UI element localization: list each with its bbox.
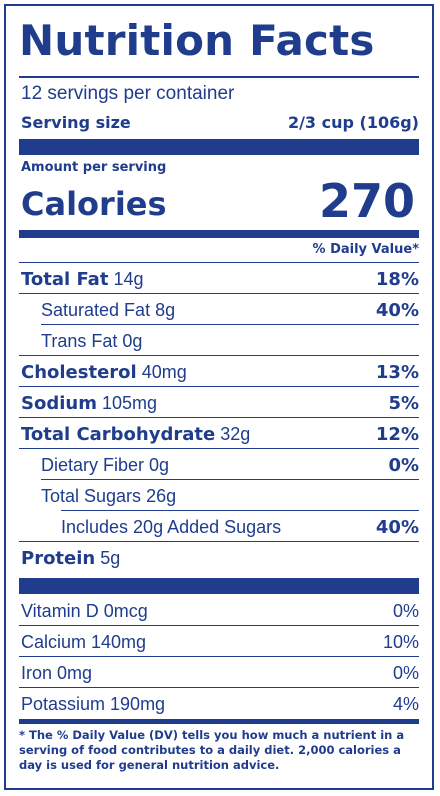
- servings-per-container: 12 servings per container: [21, 83, 235, 104]
- nutrient-name: Protein: [21, 548, 96, 569]
- nutrient-dv: 13%: [375, 362, 419, 383]
- nutrient-row-total-fat: Total Fat 14g 18%: [19, 263, 419, 294]
- vitamin-name: Calcium 140mg: [21, 632, 147, 652]
- nutrient-row-dietary-fiber: Dietary Fiber 0g 0%: [19, 449, 419, 480]
- calories-value: 270: [318, 174, 415, 228]
- nutrient-name: Dietary Fiber: [41, 455, 145, 475]
- nutrient-name: Total Sugars: [41, 486, 142, 506]
- nutrient-amount: 105mg: [101, 393, 158, 413]
- nutrient-name: Total Fat: [21, 269, 109, 290]
- nutrient-row-protein: Protein 5g: [19, 542, 419, 573]
- vitamin-row-iron: Iron 0mg 0%: [19, 657, 419, 688]
- nutrient-name: Total Carbohydrate: [21, 424, 216, 445]
- nutrient-name: Includes 20g Added Sugars: [61, 517, 282, 537]
- nutrient-name: Sodium: [21, 393, 97, 414]
- nutrient-amount: 32g: [220, 424, 251, 444]
- nutrient-amount: 0g: [122, 331, 143, 351]
- nutrient-row-trans-fat: Trans Fat 0g: [19, 325, 419, 356]
- divider-footnote: [19, 719, 419, 724]
- vitamin-row-vitamin-d: Vitamin D 0mcg 0%: [19, 595, 419, 626]
- nutrient-name: Cholesterol: [21, 362, 137, 383]
- divider-title: [19, 76, 419, 78]
- nutrient-row-sodium: Sodium 105mg 5%: [19, 387, 419, 418]
- nutrient-dv: 12%: [375, 424, 419, 445]
- vitamin-dv: 0%: [392, 663, 419, 683]
- calories-label: Calories: [21, 185, 167, 223]
- vitamin-dv: 0%: [392, 601, 419, 621]
- vitamin-row-calcium: Calcium 140mg 10%: [19, 626, 419, 657]
- nutrient-name: Trans Fat: [41, 331, 118, 351]
- nutrient-amount: 40mg: [141, 362, 187, 382]
- nutrient-dv: 40%: [375, 517, 419, 538]
- nutrient-amount: 14g: [113, 269, 144, 289]
- nutrient-dv: 0%: [388, 455, 419, 476]
- nutrition-label: Nutrition Facts 12 servings per containe…: [4, 4, 434, 790]
- daily-value-header: % Daily Value*: [312, 242, 419, 257]
- vitamin-name: Vitamin D 0mcg: [21, 601, 148, 621]
- vitamin-name: Iron 0mg: [21, 663, 93, 683]
- nutrient-dv: 40%: [375, 300, 419, 321]
- vitamin-dv: 10%: [382, 632, 419, 652]
- nutrient-row-saturated-fat: Saturated Fat 8g 40%: [19, 294, 419, 325]
- divider-serving: [19, 139, 419, 155]
- amount-per-serving: Amount per serving: [21, 160, 167, 175]
- divider-protein: [19, 578, 419, 594]
- nutrient-amount: 8g: [155, 300, 176, 320]
- divider-calories: [19, 230, 419, 238]
- nutrient-dv: 18%: [375, 269, 419, 290]
- serving-size-label: Serving size: [21, 113, 131, 132]
- nutrient-row-total-carbohydrate: Total Carbohydrate 32g 12%: [19, 418, 419, 449]
- footnote: * The % Daily Value (DV) tells you how m…: [19, 728, 405, 772]
- nutrient-amount: 26g: [146, 486, 177, 506]
- divider-dv: [19, 262, 419, 263]
- nutrient-amount: 0g: [149, 455, 170, 475]
- serving-size-value: 2/3 cup (106g): [287, 113, 419, 132]
- nutrient-dv: 5%: [388, 393, 419, 414]
- nutrient-amount: 5g: [100, 548, 121, 568]
- vitamin-name: Potassium 190mg: [21, 694, 166, 714]
- nutrient-name: Saturated Fat: [41, 300, 151, 320]
- vitamin-dv: 4%: [392, 694, 419, 714]
- nutrient-row-total-sugars: Total Sugars 26g: [19, 480, 419, 511]
- nutrition-label-inner: Nutrition Facts 12 servings per containe…: [19, 6, 419, 788]
- vitamin-row-potassium: Potassium 190mg 4%: [19, 688, 419, 719]
- nutrient-row-cholesterol: Cholesterol 40mg 13%: [19, 356, 419, 387]
- nutrient-row-added-sugars: Includes 20g Added Sugars 40%: [19, 511, 419, 542]
- label-title: Nutrition Facts: [19, 16, 375, 65]
